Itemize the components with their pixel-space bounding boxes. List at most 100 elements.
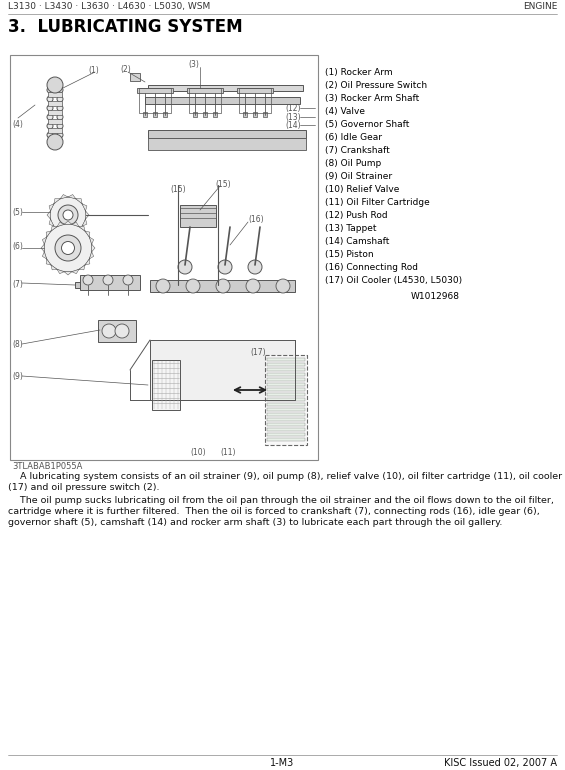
Bar bbox=[267, 418, 305, 421]
Text: (15): (15) bbox=[215, 180, 231, 189]
Bar bbox=[148, 85, 303, 91]
Bar bbox=[148, 130, 306, 138]
Bar bbox=[265, 355, 307, 445]
Bar bbox=[267, 433, 305, 436]
Polygon shape bbox=[64, 221, 72, 224]
Circle shape bbox=[58, 205, 78, 225]
Bar bbox=[187, 88, 223, 93]
Polygon shape bbox=[82, 204, 87, 211]
Bar bbox=[189, 88, 221, 113]
Circle shape bbox=[47, 134, 63, 150]
Text: (12): (12) bbox=[285, 104, 301, 113]
Text: (8): (8) bbox=[12, 340, 23, 349]
Polygon shape bbox=[72, 270, 79, 273]
Bar bbox=[267, 413, 305, 416]
Text: (14): (14) bbox=[285, 121, 301, 130]
Text: (7): (7) bbox=[12, 280, 23, 289]
Circle shape bbox=[216, 279, 230, 293]
Text: (17) and oil pressure switch (2).: (17) and oil pressure switch (2). bbox=[8, 483, 159, 492]
Bar bbox=[75, 282, 83, 288]
Polygon shape bbox=[72, 223, 79, 226]
Text: (10): (10) bbox=[190, 448, 206, 457]
Text: (14) Camshaft: (14) Camshaft bbox=[325, 237, 389, 246]
Bar bbox=[145, 97, 300, 104]
Text: (1) Rocker Arm: (1) Rocker Arm bbox=[325, 68, 393, 77]
Text: (12) Push Rod: (12) Push Rod bbox=[325, 211, 388, 220]
Circle shape bbox=[44, 224, 92, 272]
Text: KISC Issued 02, 2007 A: KISC Issued 02, 2007 A bbox=[444, 758, 557, 768]
Text: 1-M3: 1-M3 bbox=[270, 758, 294, 768]
Bar bbox=[163, 112, 167, 117]
Polygon shape bbox=[42, 237, 47, 244]
Bar bbox=[80, 275, 140, 290]
Circle shape bbox=[57, 123, 63, 129]
Text: (17) Oil Cooler (L4530, L5030): (17) Oil Cooler (L4530, L5030) bbox=[325, 276, 462, 285]
Circle shape bbox=[47, 96, 53, 102]
Text: (17): (17) bbox=[250, 348, 266, 357]
Polygon shape bbox=[49, 204, 54, 211]
Polygon shape bbox=[79, 265, 85, 270]
Text: (4) Valve: (4) Valve bbox=[325, 107, 365, 116]
Polygon shape bbox=[76, 226, 82, 232]
Polygon shape bbox=[42, 252, 47, 259]
Bar bbox=[48, 92, 62, 97]
Text: L3130 · L3430 · L3630 · L4630 · L5030, WSM: L3130 · L3430 · L3630 · L4630 · L5030, W… bbox=[8, 2, 210, 11]
Bar bbox=[137, 88, 173, 93]
Text: 3.  LUBRICATING SYSTEM: 3. LUBRICATING SYSTEM bbox=[8, 18, 242, 36]
Bar bbox=[263, 112, 267, 117]
Circle shape bbox=[62, 242, 75, 255]
Circle shape bbox=[47, 132, 53, 138]
Text: (6): (6) bbox=[12, 242, 23, 251]
Circle shape bbox=[156, 279, 170, 293]
Bar bbox=[139, 88, 171, 113]
Bar bbox=[267, 373, 305, 376]
Bar bbox=[267, 393, 305, 396]
Text: (11): (11) bbox=[220, 448, 236, 457]
Bar bbox=[267, 363, 305, 366]
Text: (16): (16) bbox=[248, 215, 264, 224]
Text: (15) Piston: (15) Piston bbox=[325, 250, 373, 259]
Polygon shape bbox=[49, 219, 54, 226]
Bar bbox=[148, 138, 306, 150]
Polygon shape bbox=[68, 195, 76, 199]
Polygon shape bbox=[51, 226, 57, 231]
Bar bbox=[237, 88, 273, 93]
Circle shape bbox=[50, 197, 86, 233]
Bar bbox=[153, 112, 157, 117]
Polygon shape bbox=[76, 199, 82, 204]
Bar bbox=[253, 112, 257, 117]
Polygon shape bbox=[85, 211, 89, 219]
Text: (15): (15) bbox=[170, 185, 186, 194]
Bar bbox=[267, 383, 305, 386]
Bar bbox=[267, 368, 305, 371]
Text: (2): (2) bbox=[120, 65, 131, 74]
Text: (4): (4) bbox=[12, 120, 23, 129]
Bar bbox=[10, 55, 318, 460]
Text: (8) Oil Pump: (8) Oil Pump bbox=[325, 159, 381, 168]
Circle shape bbox=[276, 279, 290, 293]
Bar bbox=[267, 403, 305, 406]
Polygon shape bbox=[89, 252, 94, 259]
Text: (3): (3) bbox=[188, 60, 199, 69]
Polygon shape bbox=[46, 259, 51, 265]
Circle shape bbox=[63, 210, 73, 220]
Bar bbox=[48, 101, 62, 106]
Bar bbox=[267, 388, 305, 391]
Bar bbox=[48, 128, 62, 133]
Circle shape bbox=[55, 235, 81, 261]
Polygon shape bbox=[51, 265, 57, 270]
Bar bbox=[267, 438, 305, 441]
Circle shape bbox=[218, 260, 232, 274]
Text: (9): (9) bbox=[12, 372, 23, 381]
Circle shape bbox=[57, 132, 63, 138]
Text: (7) Crankshaft: (7) Crankshaft bbox=[325, 146, 390, 155]
Bar bbox=[203, 112, 207, 117]
Circle shape bbox=[47, 87, 53, 93]
Text: The oil pump sucks lubricating oil from the oil pan through the oil strainer and: The oil pump sucks lubricating oil from … bbox=[8, 496, 554, 505]
Polygon shape bbox=[57, 223, 64, 226]
Polygon shape bbox=[54, 199, 60, 204]
Bar bbox=[267, 408, 305, 411]
Bar bbox=[213, 112, 217, 117]
Bar bbox=[243, 112, 247, 117]
Circle shape bbox=[178, 260, 192, 274]
